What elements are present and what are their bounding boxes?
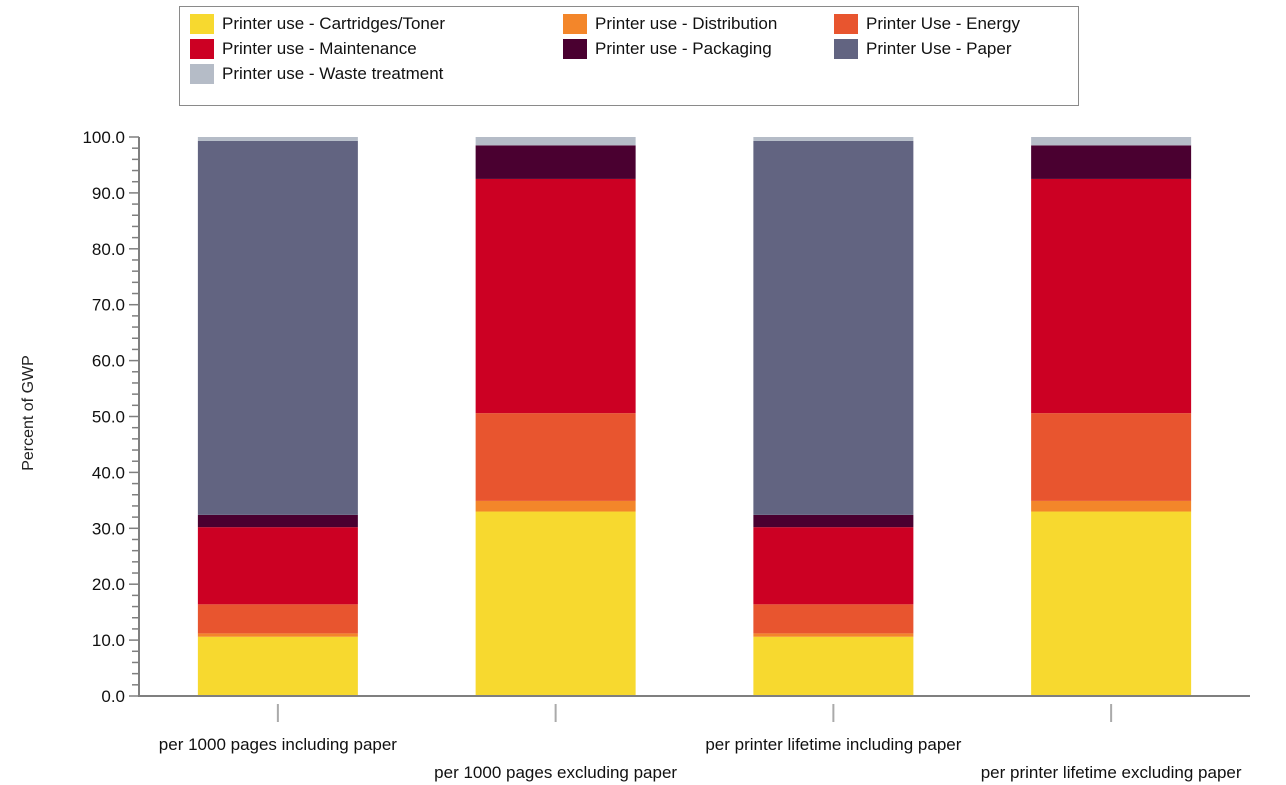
bars-group — [197, 137, 1192, 696]
bar-segment-printer-use-packaging — [475, 145, 636, 179]
legend-swatch — [190, 14, 214, 34]
y-tick-label: 60.0 — [92, 352, 125, 371]
legend-label: Printer Use - Energy — [866, 14, 1020, 33]
bar-segment-printer-use-packaging — [1031, 145, 1192, 179]
bar-segment-printer-use-waste-treatment — [197, 137, 358, 141]
bar-segment-printer-use-energy — [197, 604, 358, 634]
legend-item-printer-use-maintenance: Printer use - Maintenance — [190, 38, 417, 60]
bar-segment-printer-use-paper — [197, 140, 358, 515]
bar-segment-printer-use-energy — [1031, 413, 1192, 501]
bar-segment-printer-use-cartridges-toner — [475, 511, 636, 696]
legend-label: Printer use - Packaging — [595, 39, 772, 58]
legend-swatch — [834, 39, 858, 59]
legend-item-printer-use-energy: Printer Use - Energy — [834, 13, 1020, 35]
legend-swatch — [834, 14, 858, 34]
bar-segment-printer-use-cartridges-toner — [1031, 511, 1192, 696]
bar-segment-printer-use-maintenance — [197, 527, 358, 605]
bar-segment-printer-use-maintenance — [475, 178, 636, 414]
legend-swatch — [190, 64, 214, 84]
y-axis-label: Percent of GWP — [20, 355, 37, 471]
legend-item-printer-use-distribution: Printer use - Distribution — [563, 13, 777, 35]
bar-segment-printer-use-maintenance — [753, 527, 914, 605]
legend-label: Printer Use - Paper — [866, 39, 1012, 58]
x-tick-label: per printer lifetime excluding paper — [981, 763, 1242, 782]
legend-label: Printer use - Cartridges/Toner — [222, 14, 445, 33]
bar-segment-printer-use-maintenance — [1031, 178, 1192, 414]
y-tick-label: 50.0 — [92, 408, 125, 427]
y-tick-label: 20.0 — [92, 575, 125, 594]
bar-segment-printer-use-waste-treatment — [753, 137, 914, 141]
legend-swatch — [563, 14, 587, 34]
legend-label: Printer use - Distribution — [595, 14, 778, 33]
bar-segment-printer-use-distribution — [197, 633, 358, 637]
x-tick-label: per 1000 pages including paper — [159, 735, 398, 754]
bar-segment-printer-use-energy — [753, 604, 914, 634]
legend-label: Printer use - Maintenance — [222, 39, 417, 58]
legend-swatch — [563, 39, 587, 59]
bar-segment-printer-use-cartridges-toner — [753, 636, 914, 696]
legend-item-printer-use-cartridges-toner: Printer use - Cartridges/Toner — [190, 13, 445, 35]
y-tick-label: 40.0 — [92, 463, 125, 482]
y-tick-label: 90.0 — [92, 184, 125, 203]
legend-item-printer-use-paper: Printer Use - Paper — [834, 38, 1012, 60]
bar-segment-printer-use-waste-treatment — [475, 137, 636, 146]
bar-segment-printer-use-packaging — [197, 514, 358, 528]
legend-label: Printer use - Waste treatment — [222, 64, 444, 83]
bar-segment-printer-use-distribution — [753, 633, 914, 637]
legend-swatch — [190, 39, 214, 59]
axes-group: 0.0 10.0 20.0 30.0 40.0 50.0 60.0 70.0 80.0 90.0 1… — [82, 128, 1250, 782]
x-tick-label: per printer lifetime including paper — [705, 735, 961, 754]
bar-segment-printer-use-paper — [753, 140, 914, 515]
bar-segment-printer-use-energy — [475, 413, 636, 501]
bar-segment-printer-use-cartridges-toner — [197, 636, 358, 696]
y-tick-label: 30.0 — [92, 519, 125, 538]
x-tick-label: per 1000 pages excluding paper — [434, 763, 677, 782]
bar-segment-printer-use-distribution — [475, 500, 636, 512]
bar-segment-printer-use-waste-treatment — [1031, 137, 1192, 146]
y-tick-label: 0.0 — [101, 687, 125, 706]
bar-segment-printer-use-packaging — [753, 514, 914, 528]
legend-item-printer-use-waste-treatment: Printer use - Waste treatment — [190, 63, 443, 85]
y-tick-label: 80.0 — [92, 240, 125, 259]
y-tick-label: 100.0 — [82, 128, 125, 147]
legend: Printer use - Cartridges/Toner Printer us… — [179, 6, 1079, 106]
y-tick-label: 70.0 — [92, 296, 125, 315]
legend-item-printer-use-packaging: Printer use - Packaging — [563, 38, 772, 60]
y-tick-label: 10.0 — [92, 631, 125, 650]
bar-segment-printer-use-distribution — [1031, 500, 1192, 512]
